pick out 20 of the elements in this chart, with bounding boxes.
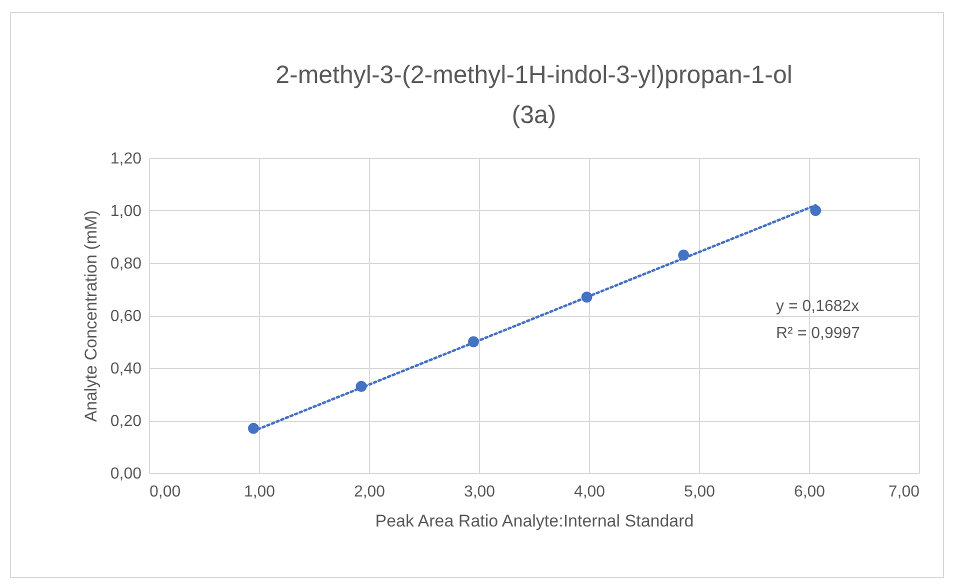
- x-tick-label: 4,00: [574, 484, 606, 500]
- x-tick-label: 6,00: [794, 484, 826, 500]
- y-tick-label: 0,40: [110, 360, 142, 378]
- x-tick-label: 7,00: [888, 484, 920, 500]
- y-tick-label: 1,20: [110, 150, 142, 168]
- x-axis-title: Peak Area Ratio Analyte:Internal Standard: [375, 512, 694, 530]
- x-tick-label: 5,00: [684, 484, 716, 500]
- y-tick-label: 0,00: [110, 466, 142, 482]
- y-axis-title: Analyte Concentration (mM): [81, 210, 100, 422]
- annotation: R² = 0,9997: [776, 325, 860, 342]
- x-tick-label: 3,00: [464, 484, 496, 500]
- y-tick-label: 1,00: [110, 203, 142, 220]
- y-tick-label: 0,60: [110, 308, 142, 325]
- annotation: y = 0,1682x: [776, 298, 860, 315]
- chart-title: 2-methyl-3-(2-methyl-1H-indol-3-yl)propan-1-ol (3a): [276, 61, 792, 129]
- x-tick-label: 1,00: [244, 484, 276, 500]
- y-tick-label: 0,20: [110, 413, 142, 430]
- x-tick-label: 2,00: [354, 484, 386, 500]
- y-tick-label: 0,80: [110, 256, 142, 272]
- x-tick-label: 0,00: [150, 484, 181, 500]
